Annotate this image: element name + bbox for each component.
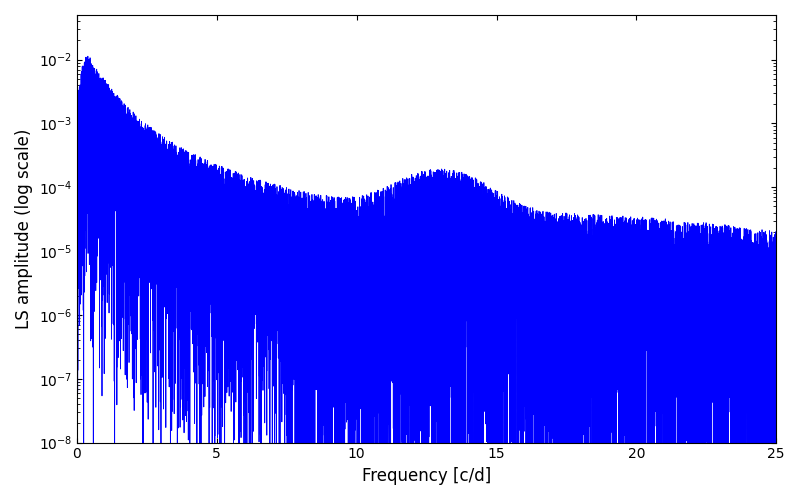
Y-axis label: LS amplitude (log scale): LS amplitude (log scale) (15, 128, 33, 329)
X-axis label: Frequency [c/d]: Frequency [c/d] (362, 467, 491, 485)
